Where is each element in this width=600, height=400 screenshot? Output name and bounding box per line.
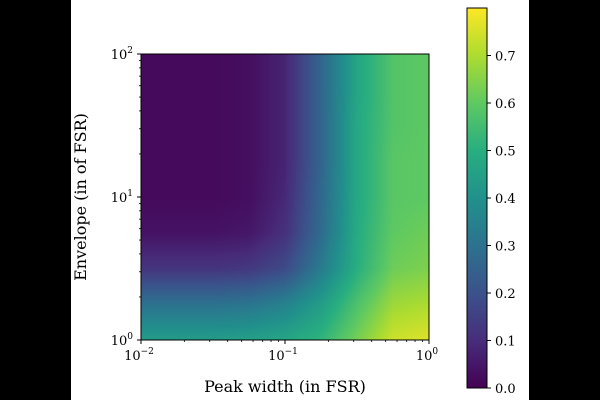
colorbar-tick-label: 0.5 — [495, 145, 516, 160]
colorbar-tick-label: 0.4 — [495, 192, 516, 207]
figure: 10−2 10−1 100 100 101 102 Peak width (in FSR… — [71, 0, 529, 400]
x-axis-ticks: 10−2 10−1 100 — [124, 340, 438, 364]
y-axis-ticks: 100 101 102 — [111, 46, 141, 349]
heatmap-image — [141, 54, 429, 340]
x-tick-label: 10−1 — [268, 347, 298, 364]
colorbar-tick-label: 0.1 — [495, 335, 516, 350]
y-tick-label: 100 — [111, 332, 134, 349]
colorbar-ticks: 0.0 0.1 0.2 0.3 0.4 0.5 0.6 0.7 — [487, 50, 516, 397]
x-tick-label: 100 — [416, 347, 439, 364]
x-axis-label: Peak width (in FSR) — [204, 377, 366, 396]
colorbar-tick-label: 0.2 — [495, 287, 516, 302]
y-tick-label: 102 — [111, 46, 133, 63]
colorbar-tick-label: 0.7 — [495, 50, 516, 65]
y-tick-label: 101 — [111, 189, 133, 206]
x-tick-label: 10−2 — [124, 347, 154, 364]
heatmap-chart: 10−2 10−1 100 100 101 102 Peak width (in FSR… — [71, 7, 516, 397]
colorbar-tick-label: 0.0 — [495, 382, 516, 397]
colorbar-tick-label: 0.3 — [495, 240, 516, 255]
colorbar — [467, 8, 487, 388]
y-axis-label: Envelope (in of FSR) — [71, 113, 90, 281]
colorbar-tick-label: 0.6 — [495, 97, 516, 112]
